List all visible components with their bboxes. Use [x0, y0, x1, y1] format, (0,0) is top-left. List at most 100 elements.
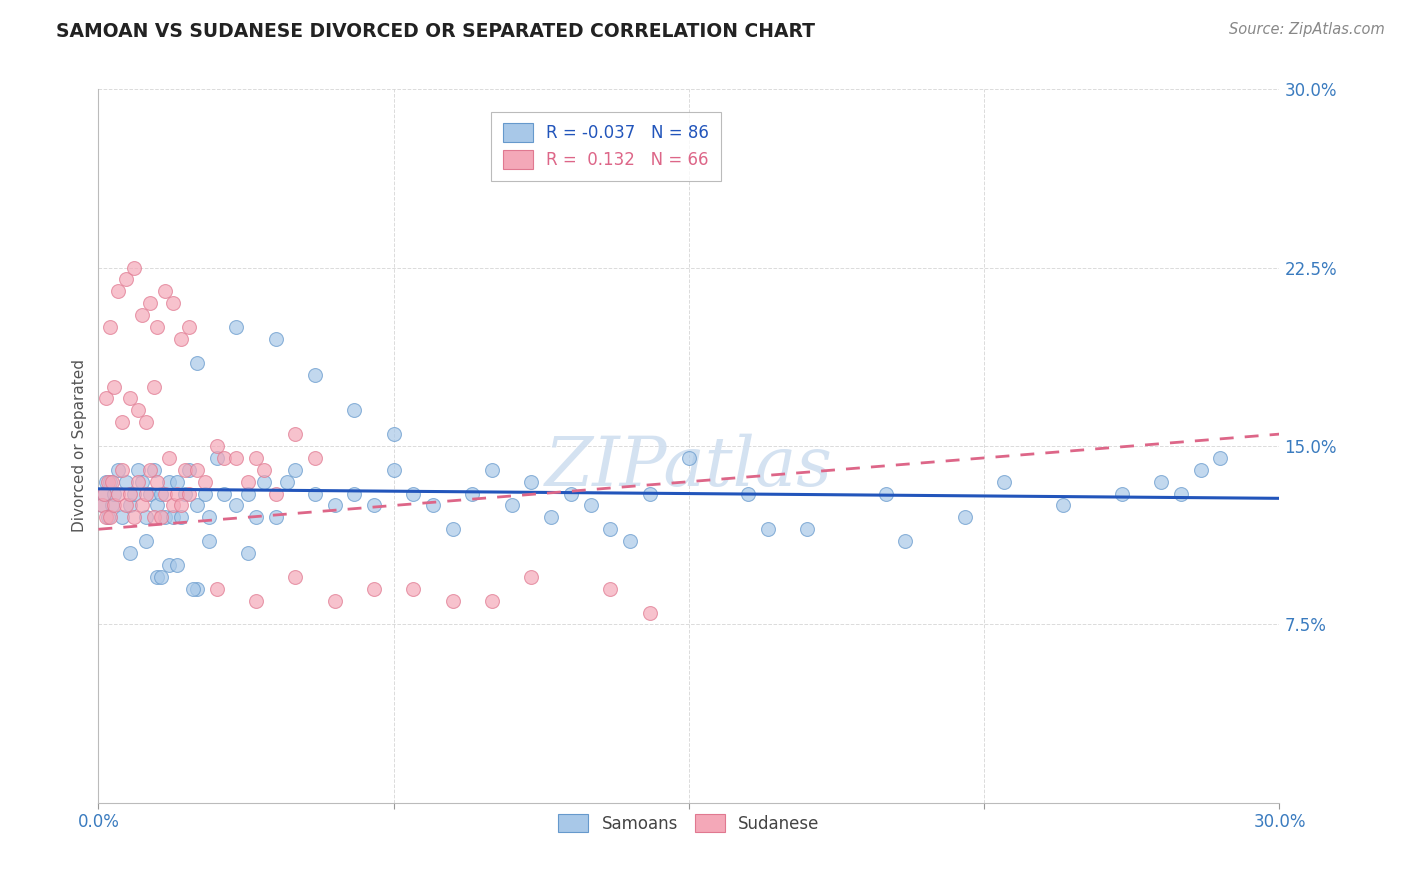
- Point: [599, 582, 621, 596]
- Point: [93, 486, 115, 500]
- Y-axis label: Divorced or Separated: Divorced or Separated: [72, 359, 87, 533]
- Point: [264, 486, 287, 500]
- Point: [138, 296, 160, 310]
- Point: [520, 475, 543, 489]
- Point: [205, 582, 228, 596]
- Point: [142, 463, 165, 477]
- Point: [343, 486, 366, 500]
- Point: [441, 593, 464, 607]
- Point: [894, 534, 917, 549]
- Point: [236, 486, 259, 500]
- Point: [162, 296, 184, 310]
- Point: [343, 403, 366, 417]
- Point: [323, 593, 346, 607]
- Point: [323, 499, 346, 513]
- Point: [382, 427, 405, 442]
- Point: [363, 582, 385, 596]
- Point: [1170, 486, 1192, 500]
- Point: [93, 486, 115, 500]
- Point: [166, 558, 188, 572]
- Point: [501, 499, 523, 513]
- Point: [284, 463, 307, 477]
- Point: [1111, 486, 1133, 500]
- Point: [177, 320, 200, 334]
- Point: [186, 463, 208, 477]
- Point: [678, 450, 700, 465]
- Point: [103, 499, 125, 513]
- Point: [138, 486, 160, 500]
- Point: [122, 510, 145, 524]
- Point: [236, 546, 259, 560]
- Point: [756, 522, 779, 536]
- Point: [138, 463, 160, 477]
- Point: [402, 582, 425, 596]
- Point: [107, 463, 129, 477]
- Point: [131, 308, 153, 322]
- Point: [170, 510, 193, 524]
- Point: [560, 486, 582, 500]
- Point: [181, 582, 204, 596]
- Point: [135, 510, 157, 524]
- Point: [127, 403, 149, 417]
- Point: [1189, 463, 1212, 477]
- Point: [101, 475, 124, 489]
- Point: [170, 332, 193, 346]
- Point: [135, 415, 157, 429]
- Point: [1209, 450, 1232, 465]
- Legend: Samoans, Sudanese: Samoans, Sudanese: [547, 803, 831, 845]
- Point: [91, 499, 114, 513]
- Point: [253, 463, 276, 477]
- Point: [197, 510, 219, 524]
- Point: [214, 450, 236, 465]
- Point: [115, 272, 138, 286]
- Point: [304, 450, 326, 465]
- Point: [186, 356, 208, 370]
- Point: [225, 320, 247, 334]
- Point: [142, 510, 165, 524]
- Point: [98, 320, 121, 334]
- Point: [131, 499, 153, 513]
- Point: [155, 510, 177, 524]
- Point: [127, 475, 149, 489]
- Point: [205, 450, 228, 465]
- Point: [225, 450, 247, 465]
- Point: [118, 486, 141, 500]
- Point: [197, 534, 219, 549]
- Point: [122, 486, 145, 500]
- Point: [135, 486, 157, 500]
- Point: [264, 332, 287, 346]
- Point: [284, 570, 307, 584]
- Point: [127, 463, 149, 477]
- Point: [638, 606, 661, 620]
- Point: [402, 486, 425, 500]
- Point: [96, 475, 118, 489]
- Point: [461, 486, 484, 500]
- Point: [194, 486, 217, 500]
- Point: [135, 534, 157, 549]
- Point: [101, 499, 124, 513]
- Point: [599, 522, 621, 536]
- Point: [737, 486, 759, 500]
- Point: [122, 260, 145, 275]
- Point: [157, 450, 180, 465]
- Point: [157, 558, 180, 572]
- Point: [875, 486, 897, 500]
- Point: [186, 582, 208, 596]
- Point: [1052, 499, 1074, 513]
- Point: [98, 510, 121, 524]
- Point: [284, 427, 307, 442]
- Point: [107, 486, 129, 500]
- Text: SAMOAN VS SUDANESE DIVORCED OR SEPARATED CORRELATION CHART: SAMOAN VS SUDANESE DIVORCED OR SEPARATED…: [56, 22, 815, 41]
- Point: [174, 463, 197, 477]
- Point: [146, 320, 169, 334]
- Point: [91, 499, 114, 513]
- Point: [264, 510, 287, 524]
- Point: [953, 510, 976, 524]
- Point: [194, 475, 217, 489]
- Point: [363, 499, 385, 513]
- Point: [579, 499, 602, 513]
- Point: [441, 522, 464, 536]
- Point: [150, 486, 173, 500]
- Point: [150, 510, 173, 524]
- Point: [304, 486, 326, 500]
